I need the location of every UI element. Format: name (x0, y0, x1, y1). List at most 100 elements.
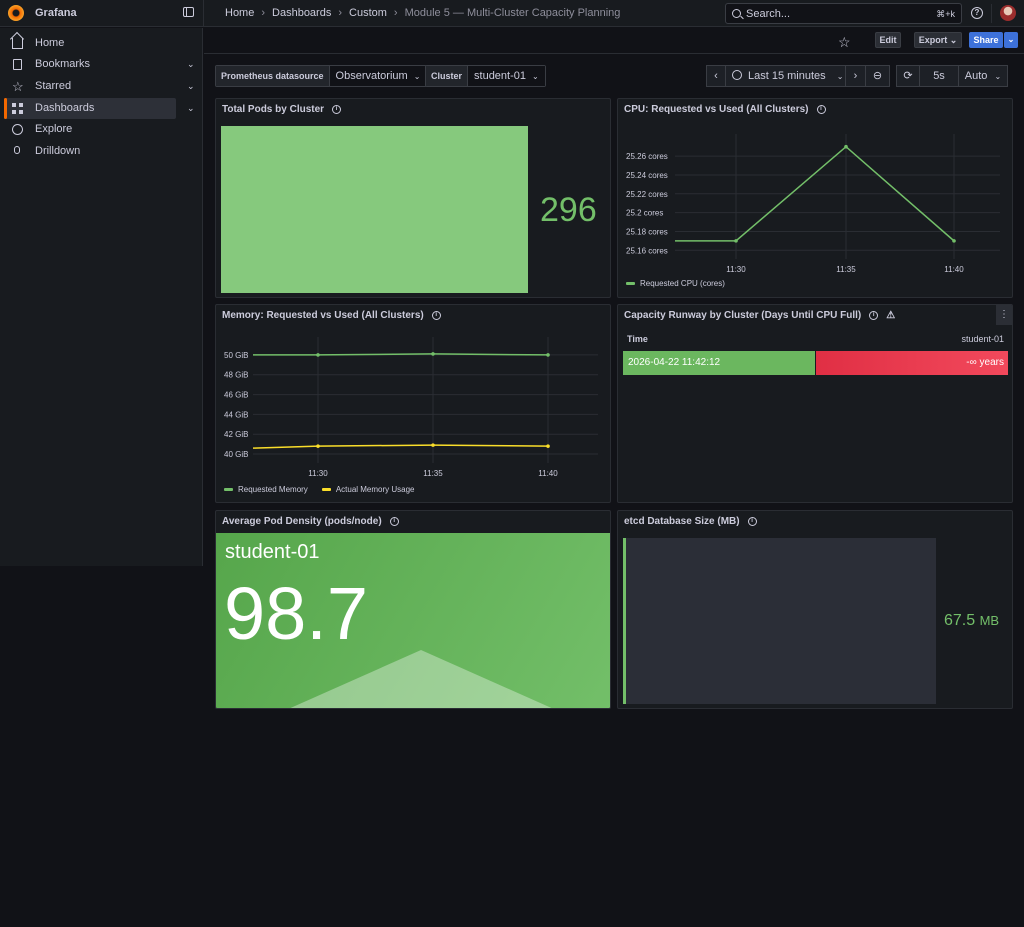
panel-pod-density[interactable]: Average Pod Density (pods/node) i student… (215, 510, 611, 709)
search-input[interactable]: Search... ⌘+k (725, 3, 962, 24)
grafana-logo-icon[interactable] (8, 5, 24, 21)
cluster-select[interactable]: student-01 ⌄ (468, 66, 545, 86)
info-icon[interactable]: i (747, 516, 757, 526)
chevron-right-icon: › (393, 7, 398, 19)
x-tick-label: 11:35 (836, 265, 856, 274)
x-tick-label: 11:40 (538, 469, 558, 478)
panel-etcd-size[interactable]: etcd Database Size (MB) i 67.5 MB (617, 510, 1013, 709)
y-tick-label: 48 GiB (224, 371, 248, 380)
y-tick-label: 25.2 cores (626, 209, 663, 218)
home-icon (12, 38, 23, 49)
sidebar-item-bookmarks[interactable]: Bookmarks ⌄ (4, 54, 195, 75)
legend-swatch (224, 488, 233, 492)
panel-title: Average Pod Density (pods/node) i (222, 516, 399, 527)
sidebar-item-explore[interactable]: Explore (4, 119, 176, 140)
panel-memory[interactable]: Memory: Requested vs Used (All Clusters)… (215, 304, 611, 503)
legend-item[interactable]: Actual Memory Usage (321, 485, 415, 494)
chevron-down-icon: ⌄ (836, 72, 844, 81)
legend-item[interactable]: Requested CPU (cores) (626, 279, 725, 288)
chevron-right-icon: › (338, 7, 343, 19)
panel-title-text: etcd Database Size (MB) (624, 516, 740, 527)
time-forward-button[interactable]: › (845, 65, 866, 87)
legend-swatch (626, 282, 635, 286)
x-tick-label: 11:35 (423, 469, 443, 478)
datasource-label: Prometheus datasource (216, 66, 330, 86)
column-header-cluster[interactable]: student-01 (961, 334, 1004, 344)
edit-button[interactable]: Edit (875, 32, 901, 48)
panel-title: Total Pods by Cluster i (222, 104, 342, 115)
stat-value: 98.7 (224, 572, 369, 655)
sidebar-item-label: Explore (35, 123, 73, 135)
chevron-down-icon: ⌄ (532, 72, 539, 81)
dashboard-toolbar (204, 28, 1024, 54)
export-button[interactable]: Export ⌄ (914, 32, 962, 48)
cluster-variable[interactable]: Cluster student-01 ⌄ (425, 65, 546, 87)
sidebar-item-starred[interactable]: ☆ Starred ⌄ (4, 76, 195, 97)
panel-title-text: Capacity Runway by Cluster (Days Until C… (624, 310, 862, 322)
info-icon[interactable]: i (389, 516, 399, 526)
sidebar-item-label: Home (35, 37, 65, 49)
x-tick-label: 11:30 (726, 265, 746, 274)
series-line (675, 145, 955, 242)
search-shortcut: ⌘+k (936, 9, 955, 19)
chart-legend: Requested CPU (cores) (626, 279, 725, 288)
share-button[interactable]: Share (969, 32, 1003, 48)
star-icon: ☆ (12, 79, 24, 94)
sparkline (290, 650, 552, 708)
sidebar: Home Bookmarks ⌄ ☆ Starred ⌄ Dashboards … (0, 28, 203, 566)
breadcrumb-custom[interactable]: Custom (349, 7, 387, 19)
legend-label: Requested Memory (238, 485, 308, 494)
panel-cpu[interactable]: CPU: Requested vs Used (All Clusters) i 2… (617, 98, 1013, 298)
data-point (316, 444, 320, 448)
warning-icon[interactable]: ⚠ (886, 310, 896, 321)
refresh-interval[interactable]: 5s (919, 65, 959, 87)
x-tick-label: 11:30 (308, 469, 328, 478)
gauge-bar-background (623, 538, 936, 704)
chevron-down-icon[interactable]: ⌄ (187, 59, 195, 69)
panel-total-pods[interactable]: Total Pods by Cluster i 296 (215, 98, 611, 298)
chart-legend: Requested Memory Actual Memory Usage (224, 485, 415, 494)
column-header-time[interactable]: Time (627, 334, 648, 344)
data-point (431, 443, 435, 447)
table-header: Time student-01 (624, 332, 1008, 350)
star-icon[interactable]: ☆ (838, 34, 851, 50)
info-icon[interactable]: i (332, 104, 342, 114)
datasource-variable[interactable]: Prometheus datasource Observatorium ⌄ (215, 65, 428, 87)
info-icon[interactable]: i (869, 311, 879, 320)
chevron-down-icon[interactable]: ⌄ (187, 103, 195, 113)
stat-value: 296 (540, 191, 597, 229)
share-dropdown-button[interactable]: ⌄ (1004, 32, 1018, 48)
datasource-select[interactable]: Observatorium ⌄ (329, 66, 427, 86)
zoom-out-icon[interactable]: ⊖ (865, 65, 890, 87)
panel-capacity-runway[interactable]: Capacity Runway by Cluster (Days Until C… (617, 304, 1013, 503)
legend-item[interactable]: Requested Memory (224, 485, 308, 494)
chevron-down-icon: ⌄ (994, 72, 1002, 81)
breadcrumb-home[interactable]: Home (225, 7, 255, 19)
sidebar-item-home[interactable]: Home (4, 33, 176, 54)
refresh-icon[interactable]: ⟳ (896, 65, 920, 87)
breadcrumb: Home › Dashboards › Custom › Module 5 — … (225, 7, 620, 19)
time-range-picker[interactable]: Last 15 minutes ⌄ (725, 65, 846, 87)
stat-bar (221, 126, 528, 293)
sidebar-item-dashboards[interactable]: Dashboards ⌄ (4, 98, 195, 119)
top-bar: Grafana Home › Dashboards › Custom › Mod… (0, 0, 1024, 27)
dock-menu-icon[interactable] (183, 7, 194, 17)
sidebar-item-label: Drilldown (35, 145, 81, 157)
breadcrumb-dashboards[interactable]: Dashboards (272, 7, 332, 19)
panel-menu-icon[interactable]: ⋮ (996, 305, 1012, 325)
cluster-value: student-01 (474, 70, 526, 82)
data-point (844, 144, 848, 149)
help-icon[interactable]: ? (971, 7, 983, 19)
avatar[interactable] (1000, 5, 1016, 21)
chevron-down-icon[interactable]: ⌄ (187, 81, 195, 91)
stat-value: 67.5 MB (944, 612, 999, 630)
sidebar-item-drilldown[interactable]: Drilldown (4, 141, 176, 162)
auto-refresh-picker[interactable]: Auto ⌄ (958, 65, 1008, 87)
info-icon[interactable]: i (816, 104, 826, 114)
time-back-button[interactable]: ‹ (706, 65, 726, 87)
info-icon[interactable]: i (431, 310, 441, 320)
datasource-value: Observatorium (335, 70, 408, 82)
cpu-line-chart: 25.16 cores 25.18 cores 25.2 cores 25.22 co… (626, 134, 1000, 274)
breadcrumb-current: Module 5 — Multi-Cluster Capacity Planni… (404, 7, 621, 19)
chevron-down-icon: ⌄ (413, 72, 421, 81)
